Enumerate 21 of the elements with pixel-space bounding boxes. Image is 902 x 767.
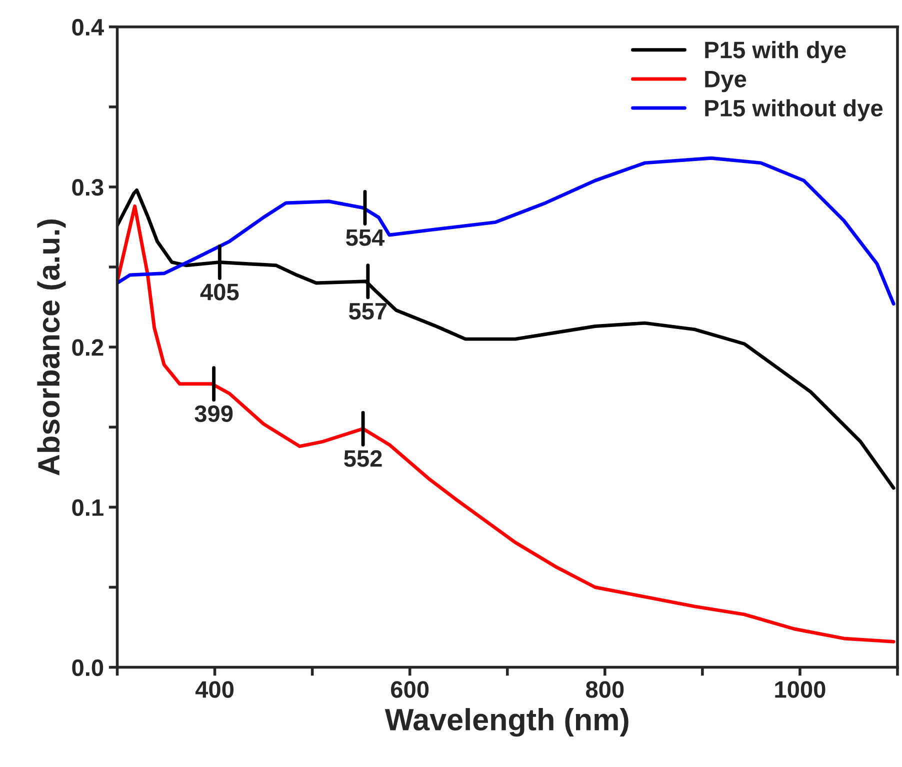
x-tick-label: 400 [195,681,234,698]
legend-label: P15 with dye [705,41,846,64]
annotation: 399 [194,405,233,422]
x-axis-title: Wavelength (nm) [384,708,628,737]
legend-label: Dye [705,70,746,92]
y-axis-title: Absorbance (a.u.) [37,220,66,476]
x-tick-label: 800 [586,681,624,698]
annotation: 557 [348,303,387,320]
y-tick-label: 0.3 [72,179,104,196]
annotation: 405 [200,284,239,300]
y-tick-label: 0.0 [72,659,104,676]
line-series [117,204,896,644]
y-tick-label: 0.4 [72,18,104,36]
line-series [117,188,896,490]
x-tick-label: 600 [391,681,429,698]
annotation: 554 [346,229,385,246]
legend-label: P15 without dye [705,99,883,122]
annotation: 552 [344,450,382,467]
x-tick-label: 1000 [775,681,826,698]
y-tick-label: 0.1 [72,499,104,516]
y-tick-label: 0.2 [72,339,104,356]
